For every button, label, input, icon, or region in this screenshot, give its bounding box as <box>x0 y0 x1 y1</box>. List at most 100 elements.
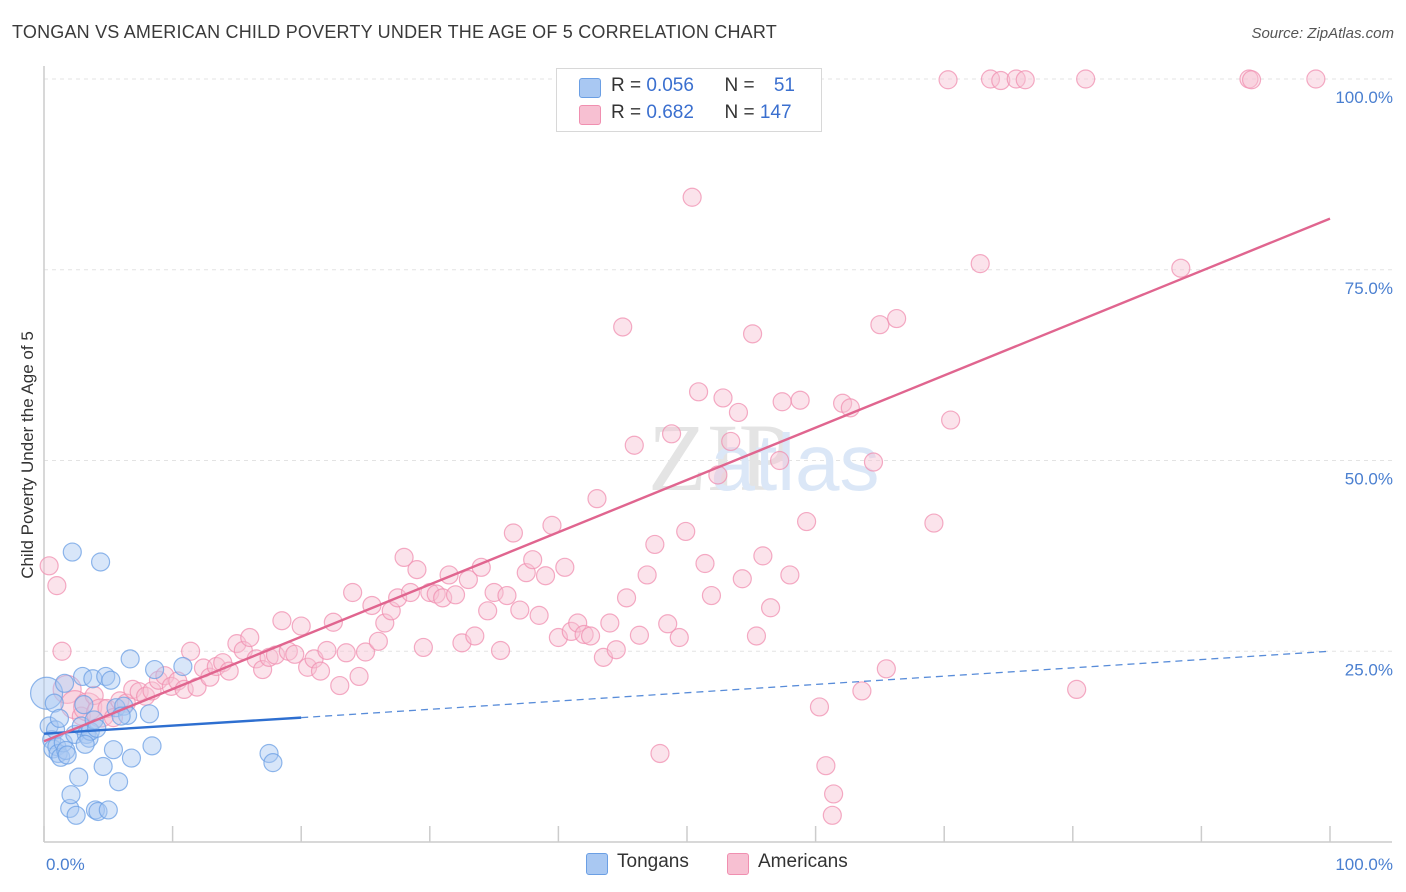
american-point <box>375 613 395 633</box>
american-point <box>349 666 369 687</box>
tongan-point <box>108 772 129 792</box>
american-point <box>458 569 478 590</box>
american-point <box>870 315 890 335</box>
tongan-point <box>139 704 160 724</box>
american-point <box>728 402 749 423</box>
american-point <box>695 553 715 574</box>
american-point <box>413 637 433 658</box>
american-point <box>991 70 1011 91</box>
american-point <box>510 600 530 620</box>
y-tick-label: 25.0% <box>1345 660 1393 679</box>
american-point <box>445 585 466 605</box>
american-point <box>876 659 896 679</box>
american-point <box>600 613 620 633</box>
american-point <box>574 624 594 645</box>
americans-legend-swatch <box>727 853 749 875</box>
american-point <box>780 565 800 585</box>
american-point <box>240 627 260 648</box>
american-point <box>568 613 588 633</box>
american-point <box>613 317 633 337</box>
american-point <box>317 640 337 661</box>
tongan-point <box>101 670 121 690</box>
stats-legend: R = 0.056 N = 51 R = 0.682 N = 147 <box>556 68 822 132</box>
american-point <box>816 756 836 776</box>
tongan-point <box>61 785 81 805</box>
tongan-point <box>173 656 193 677</box>
american-point <box>772 392 792 412</box>
y-tick-label: 100.0% <box>1335 88 1393 107</box>
american-point <box>941 410 961 430</box>
tongans-swatch <box>579 78 601 98</box>
tongan-point <box>74 695 94 715</box>
american-point <box>753 546 773 566</box>
tongan-point <box>54 673 75 693</box>
tongan-point <box>44 693 64 713</box>
american-point <box>863 452 884 472</box>
american-point <box>682 187 702 207</box>
american-point <box>490 640 511 661</box>
americans-swatch <box>579 105 601 125</box>
x-tick-label: 100.0% <box>1335 855 1393 874</box>
american-point <box>742 324 763 344</box>
tongan-point <box>29 676 64 710</box>
tongan-point <box>98 800 118 820</box>
american-point <box>658 614 678 634</box>
tongan-point <box>103 740 124 760</box>
grid-lines <box>44 78 1392 652</box>
american-point <box>650 743 670 764</box>
american-point <box>497 585 517 606</box>
american-point <box>824 784 844 804</box>
trend-lines <box>43 217 1331 743</box>
american-point <box>503 523 523 543</box>
american-point <box>478 601 498 621</box>
american-point <box>529 605 549 625</box>
american-point <box>1241 70 1262 90</box>
american-point <box>637 565 657 585</box>
series-legend: Tongans Americans <box>0 851 1406 877</box>
american-point <box>330 675 350 696</box>
american-point <box>465 626 485 646</box>
tongans-n-label: N = <box>724 75 760 96</box>
watermark-suffix: atlas <box>711 418 880 507</box>
american-point <box>616 588 637 608</box>
american-point <box>852 681 872 701</box>
american-point <box>1306 69 1326 89</box>
y-tick-label: 50.0% <box>1345 470 1393 489</box>
american-point <box>721 431 741 452</box>
american-point <box>1171 258 1191 278</box>
y-tick-label: 75.0% <box>1345 279 1393 298</box>
chart-title: TONGAN VS AMERICAN CHILD POVERTY UNDER T… <box>12 22 777 42</box>
american-point <box>310 661 331 681</box>
american-point <box>587 489 607 509</box>
tongans-n-value: 51 <box>773 75 795 96</box>
tongans-trend-extension <box>301 650 1331 719</box>
tongan-point <box>57 745 77 765</box>
tongan-point <box>66 805 86 825</box>
tongan-point <box>49 708 70 728</box>
tongan-point <box>142 736 162 756</box>
x-tick-label: 0.0% <box>46 855 85 874</box>
tongans-r-value: 0.056 <box>646 75 694 96</box>
tongans-legend-swatch <box>586 853 608 875</box>
american-point <box>790 390 810 410</box>
tongan-point <box>75 734 95 754</box>
tongan-point <box>144 659 165 680</box>
american-point <box>688 382 709 402</box>
americans-r-value: 0.682 <box>646 102 694 123</box>
american-point <box>669 627 689 648</box>
american-point <box>938 70 958 90</box>
american-point <box>970 254 990 274</box>
tongan-point <box>69 767 89 787</box>
tongan-point <box>93 756 113 777</box>
american-point <box>629 625 650 645</box>
american-point <box>809 697 830 717</box>
tick-labels: 25.0% 50.0% 75.0% 100.0% 0.0% 100.0% <box>46 88 1393 874</box>
american-point <box>822 805 842 825</box>
american-point <box>343 582 363 603</box>
american-point <box>760 598 781 618</box>
americans-legend-label: Americans <box>758 851 848 872</box>
american-point <box>253 659 273 680</box>
watermark: ZIP <box>648 404 792 511</box>
tongan-point <box>62 542 82 562</box>
american-point <box>769 450 790 471</box>
